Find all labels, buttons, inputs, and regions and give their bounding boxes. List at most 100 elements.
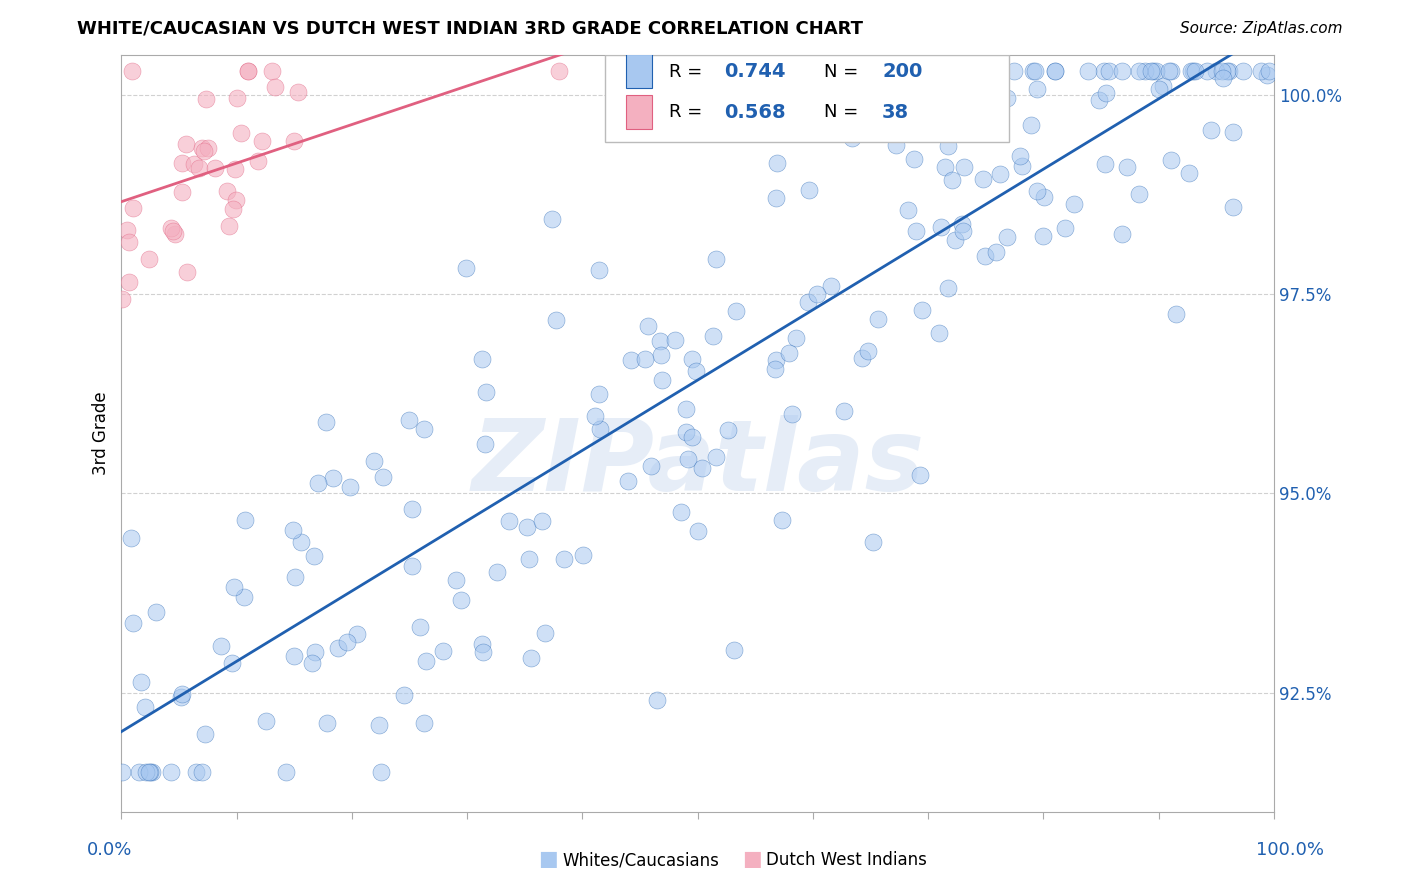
Point [194,726,217,740]
Text: 100.0%: 100.0% [1257,840,1324,858]
Text: 38: 38 [882,103,910,122]
Point [516,520,538,534]
Point [162,224,184,238]
Point [686,524,709,539]
Point [520,650,543,665]
Point [851,351,873,366]
Point [588,263,610,277]
Point [128,765,150,780]
Point [813,100,835,114]
Point [517,552,540,566]
Point [765,362,787,376]
Point [1077,64,1099,78]
Point [225,91,247,105]
Point [225,193,247,207]
Point [281,523,304,537]
Point [1128,64,1150,78]
Point [218,219,240,233]
Point [1111,227,1133,241]
Point [1022,64,1045,78]
Point [1160,64,1182,78]
Point [191,141,214,155]
Point [1257,64,1279,78]
Point [1157,64,1180,78]
Text: Dutch West Indians: Dutch West Indians [766,851,927,869]
Point [1222,126,1244,140]
Point [1026,82,1049,96]
Point [444,573,467,587]
Point [1160,153,1182,167]
Point [814,111,837,125]
Point [862,535,884,549]
Point [1063,197,1085,211]
Point [413,715,436,730]
Point [256,714,278,728]
Point [637,319,659,334]
Point [246,154,269,169]
Point [717,423,740,437]
Text: ZIPatlas: ZIPatlas [471,416,924,512]
Point [1088,93,1111,107]
Point [408,620,430,634]
Point [1181,64,1204,78]
Text: R =: R = [669,62,707,80]
Point [339,480,361,494]
Point [145,605,167,619]
Point [583,409,606,423]
FancyBboxPatch shape [606,55,1010,142]
Point [197,141,219,155]
Point [415,655,437,669]
Point [863,66,886,80]
Point [928,326,950,341]
Point [1199,123,1222,137]
Point [724,304,747,318]
Point [1053,221,1076,235]
Point [371,469,394,483]
Point [936,138,959,153]
Text: 0.744: 0.744 [724,62,786,81]
Point [884,138,907,153]
Point [1216,64,1239,78]
Point [392,688,415,702]
Point [121,64,143,78]
Point [229,126,252,140]
Point [252,134,274,148]
Point [215,184,238,198]
Point [236,64,259,78]
Point [1032,190,1054,204]
Point [690,460,713,475]
Point [534,626,557,640]
Point [1011,159,1033,173]
Text: ■: ■ [742,849,762,869]
Point [710,64,733,78]
Text: R =: R = [669,103,707,121]
Point [704,450,727,464]
Point [890,64,912,78]
Point [183,157,205,171]
Point [174,136,197,151]
Point [283,648,305,663]
Point [1019,118,1042,132]
Point [1195,64,1218,78]
Point [617,474,640,488]
Point [401,502,423,516]
Text: N =: N = [824,103,865,121]
Point [170,156,193,170]
Point [1092,64,1115,78]
Point [856,343,879,358]
Point [363,454,385,468]
Point [1211,64,1233,78]
Text: N =: N = [824,62,865,80]
Point [172,186,194,200]
Y-axis label: 3rd Grade: 3rd Grade [93,392,110,475]
Point [1146,64,1168,78]
Point [326,641,349,656]
Point [841,130,863,145]
Point [676,451,699,466]
Point [304,549,326,564]
Point [530,514,553,528]
Point [645,693,668,707]
Point [165,227,187,242]
Point [471,352,494,367]
Point [589,422,612,436]
